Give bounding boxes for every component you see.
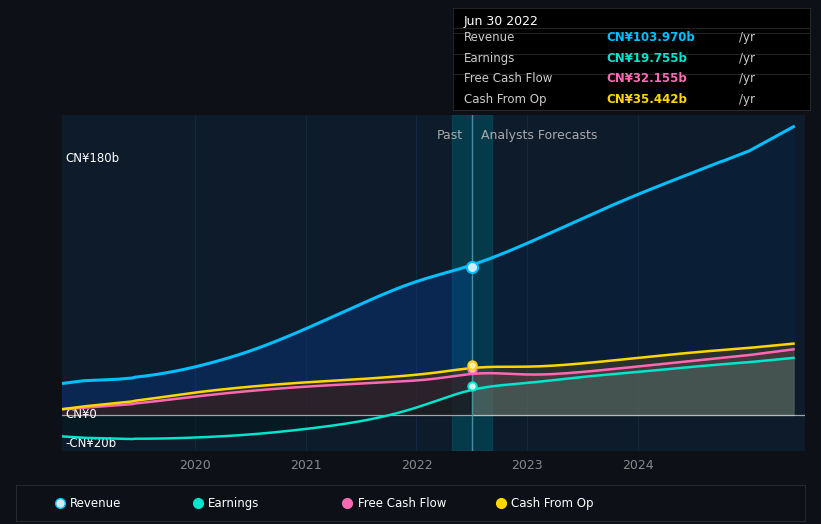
Text: /yr: /yr (739, 31, 754, 45)
Text: Free Cash Flow: Free Cash Flow (358, 497, 446, 509)
Text: /yr: /yr (739, 93, 754, 106)
Text: Jun 30 2022: Jun 30 2022 (464, 15, 539, 28)
Text: Revenue: Revenue (70, 497, 122, 509)
Text: /yr: /yr (739, 52, 754, 65)
Text: /yr: /yr (739, 72, 754, 85)
Text: CN¥35.442b: CN¥35.442b (607, 93, 688, 106)
Text: Free Cash Flow: Free Cash Flow (464, 72, 553, 85)
Text: Earnings: Earnings (208, 497, 259, 509)
Text: Earnings: Earnings (464, 52, 516, 65)
Text: CN¥32.155b: CN¥32.155b (607, 72, 687, 85)
Text: CN¥0: CN¥0 (66, 409, 97, 421)
Text: Cash From Op: Cash From Op (464, 93, 547, 106)
Text: Analysts Forecasts: Analysts Forecasts (481, 129, 597, 141)
Bar (452, 115, 492, 451)
Text: CN¥180b: CN¥180b (66, 151, 119, 165)
Text: CN¥19.755b: CN¥19.755b (607, 52, 688, 65)
Text: Cash From Op: Cash From Op (511, 497, 594, 509)
Text: CN¥103.970b: CN¥103.970b (607, 31, 695, 45)
Text: Revenue: Revenue (464, 31, 516, 45)
Text: Past: Past (437, 129, 463, 141)
Text: -CN¥20b: -CN¥20b (66, 437, 117, 450)
